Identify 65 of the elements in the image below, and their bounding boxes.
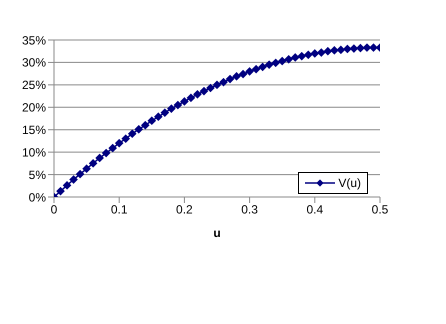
point — [284, 55, 293, 64]
point — [310, 49, 319, 58]
point — [272, 58, 280, 67]
x-tick-label: 0.5 — [372, 202, 389, 217]
point — [89, 159, 98, 168]
point — [362, 44, 372, 52]
point — [324, 47, 332, 56]
point — [148, 116, 156, 125]
y-tick-label: 30% — [22, 56, 46, 70]
point — [82, 164, 91, 173]
point — [206, 84, 215, 92]
point — [122, 134, 130, 143]
point — [356, 44, 365, 52]
y-tick-label: 35% — [22, 33, 46, 48]
point — [56, 187, 65, 196]
point — [265, 60, 274, 69]
point — [69, 175, 78, 184]
point — [108, 144, 117, 152]
point — [180, 97, 188, 106]
point — [134, 125, 143, 134]
point — [193, 90, 202, 98]
point — [291, 53, 300, 62]
point — [226, 74, 234, 84]
point — [232, 72, 241, 80]
point — [252, 65, 260, 74]
point — [317, 48, 326, 57]
x-axis-title: u — [213, 226, 221, 240]
x-tick-label: 0 — [50, 202, 58, 217]
point — [212, 80, 222, 89]
legend-label: V(u) — [338, 176, 361, 190]
point — [330, 46, 338, 54]
point — [186, 94, 196, 102]
point — [246, 67, 254, 76]
point — [154, 112, 162, 121]
point — [102, 148, 110, 158]
point — [167, 104, 176, 113]
x-tick-label: 0.2 — [176, 202, 194, 217]
y-tick-label: 5% — [28, 168, 46, 182]
point — [278, 56, 286, 66]
point — [200, 87, 208, 96]
point — [96, 154, 104, 162]
y-tick-label: 10% — [22, 145, 46, 160]
point — [62, 181, 72, 190]
point — [174, 100, 182, 110]
point — [350, 44, 358, 53]
y-tick-label: 15% — [22, 122, 46, 137]
point — [76, 170, 84, 178]
point — [369, 44, 378, 52]
point — [336, 46, 345, 54]
point — [343, 44, 352, 54]
point — [160, 108, 169, 117]
point — [219, 78, 228, 86]
x-tick-label: 0.3 — [241, 202, 258, 217]
point — [304, 50, 312, 59]
point — [238, 70, 248, 78]
x-tick-label: 0.4 — [306, 202, 324, 217]
point — [141, 121, 150, 130]
y-tick-label: 25% — [22, 78, 46, 92]
x-tick-label: 0.1 — [110, 202, 128, 217]
y-tick-label: 0% — [28, 190, 46, 204]
point — [128, 130, 136, 138]
point — [115, 139, 124, 148]
y-tick-label: 20% — [22, 100, 46, 115]
point — [258, 62, 267, 72]
point — [298, 52, 306, 60]
